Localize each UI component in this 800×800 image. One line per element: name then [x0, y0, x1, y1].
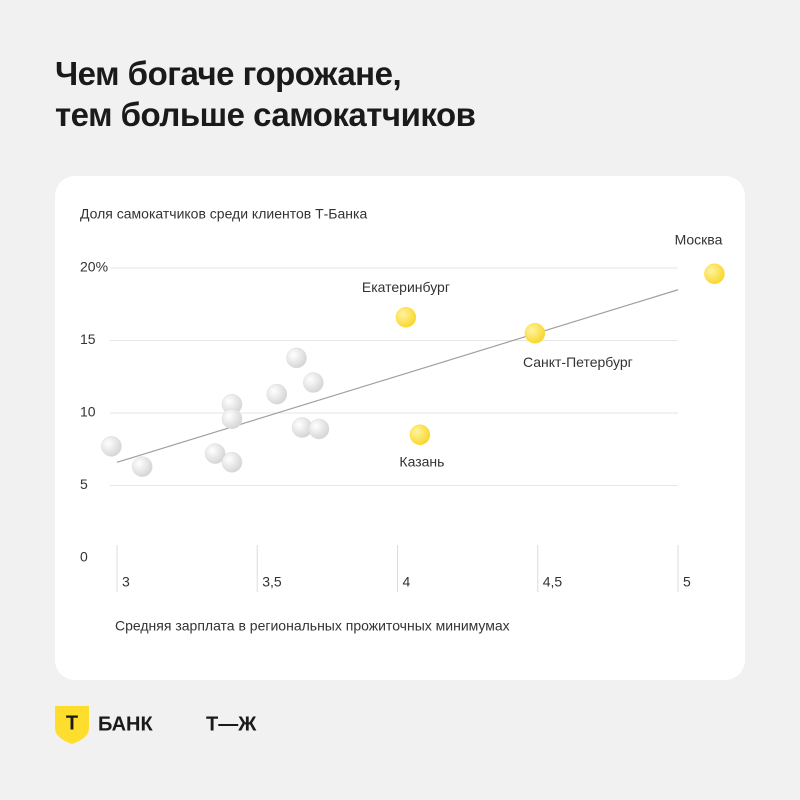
- x-tick-label: 5: [683, 574, 691, 590]
- title-line: Чем богаче горожане,: [55, 55, 402, 92]
- x-tick-label: 3,5: [262, 574, 282, 590]
- title-line: тем больше самокатчиков: [55, 96, 476, 133]
- point-label: Санкт-Петербург: [523, 354, 633, 370]
- point: [266, 383, 288, 405]
- trend-line: [116, 289, 679, 463]
- point: [131, 456, 153, 477]
- point: [303, 372, 324, 393]
- chart-card: [55, 176, 745, 680]
- highlighted-point: [704, 263, 725, 285]
- point: [221, 408, 243, 430]
- highlighted-point: [409, 424, 431, 445]
- x-tick-label: 4,5: [543, 574, 563, 590]
- y-tick-label: 20%: [80, 259, 108, 275]
- point: [101, 436, 122, 457]
- y-tick-label: 0: [80, 549, 88, 565]
- point: [204, 443, 226, 464]
- y-tick-label: 10: [80, 404, 96, 420]
- point-label: Казань: [399, 453, 444, 469]
- point: [221, 452, 243, 473]
- y-axis-label: Доля самокатчиков среди клиентов Т-Банка: [80, 206, 367, 222]
- y-tick-label: 5: [80, 476, 88, 492]
- x-tick-label: 3: [122, 574, 130, 590]
- x-tick-label: 4: [403, 574, 411, 590]
- highlighted-point: [524, 323, 546, 344]
- bank-shield: [55, 706, 89, 744]
- point: [308, 418, 330, 440]
- point-label: Москва: [675, 232, 723, 248]
- bank-shield-letter: Т: [66, 712, 78, 734]
- point: [286, 347, 307, 369]
- point-label: Екатеринбург: [362, 279, 450, 295]
- tj-logo: Т—Ж: [206, 713, 257, 735]
- y-tick-label: 15: [80, 331, 96, 347]
- highlighted-point: [395, 307, 417, 328]
- bank-name: БАНК: [98, 713, 154, 735]
- x-axis-label: Средняя зарплата в региональных прожиточ…: [115, 618, 510, 634]
